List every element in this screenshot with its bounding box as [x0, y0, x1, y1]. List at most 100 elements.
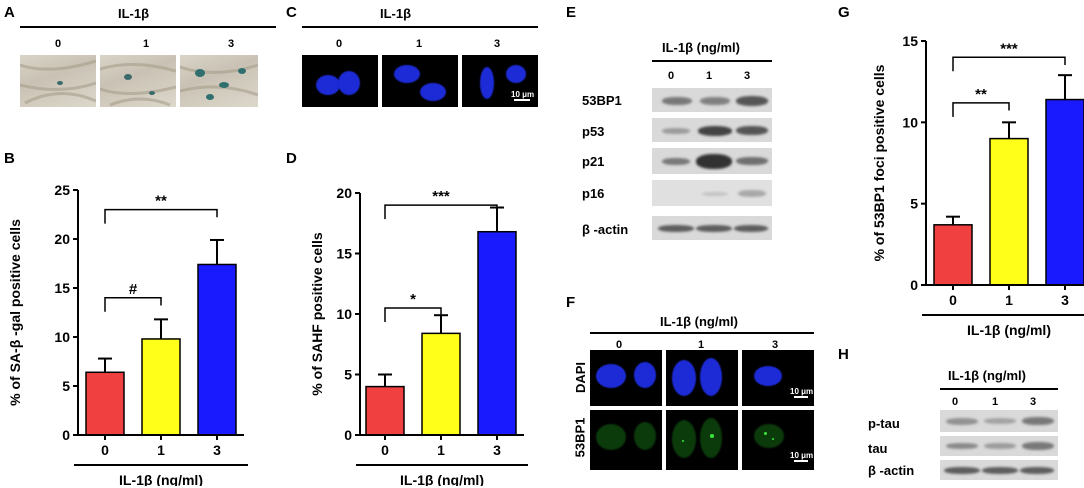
- panel-h-label-0: 0: [952, 396, 959, 408]
- panel-h-label-3: 3: [1030, 396, 1037, 408]
- band: [946, 418, 978, 425]
- y-tick-label: 0: [62, 427, 70, 443]
- focus-dot: [772, 438, 774, 440]
- bar: [197, 263, 237, 436]
- sa-gal-image-3: [180, 55, 258, 107]
- y-tick-label: 15: [902, 33, 918, 49]
- chart-b-sa-gal: 0 5 10 15 20 25 % of SA-β -gal positive cells 0…: [7, 182, 248, 486]
- band: [738, 190, 766, 197]
- blot-actin: [652, 216, 772, 240]
- panel-c-label-0: 0: [336, 38, 343, 50]
- y-tick-label: 5: [910, 196, 918, 212]
- panel-letter-c: C: [286, 4, 297, 21]
- band: [662, 128, 690, 134]
- y-tick-label: 15: [54, 280, 70, 296]
- y-tick-label: 10: [902, 114, 918, 130]
- y-axis-label: % of 53BP1 foci positive cells: [871, 64, 887, 261]
- blot-h-actin: [940, 460, 1058, 480]
- focus-dot: [710, 434, 714, 438]
- x-axis-label: IL-1β (ng/ml): [400, 472, 484, 486]
- panel-h-rule: [940, 388, 1058, 390]
- panel-e-label-0: 0: [668, 70, 675, 82]
- band: [736, 96, 768, 106]
- nucleus: [394, 65, 420, 83]
- panel-a-label-3: 3: [228, 38, 235, 50]
- panel-letter-g: G: [838, 4, 850, 21]
- bar: [477, 230, 517, 436]
- band: [658, 225, 694, 232]
- nucleus: [506, 65, 526, 83]
- scale-bar: [514, 99, 530, 101]
- panel-c-rule: [302, 26, 538, 28]
- nucleus: [754, 424, 784, 448]
- f-53bp1-3: 10 μm: [742, 410, 814, 470]
- significance-label: ***: [1000, 40, 1018, 57]
- panel-f-row-dapi: DAPI: [573, 361, 589, 394]
- blot-label-p16: p16: [582, 186, 605, 201]
- band: [946, 443, 978, 449]
- x-tick-label: 0: [101, 442, 109, 458]
- significance-bracket: [952, 102, 1010, 117]
- blot-tau: [940, 436, 1058, 456]
- scale-label: 10 μm: [511, 90, 535, 99]
- band: [1022, 417, 1054, 425]
- panel-f-label-1: 1: [698, 339, 705, 351]
- x-tick-label: 1: [1005, 292, 1013, 308]
- blot-label-p53: p53: [582, 124, 605, 139]
- f-53bp1-0: [590, 410, 662, 470]
- blot-label-tau: tau: [868, 441, 888, 456]
- blot-53bp1: [652, 88, 772, 112]
- x-tick-label: 1: [157, 442, 165, 458]
- y-tick-label: 15: [336, 246, 352, 262]
- panel-a-title: IL-1β: [118, 6, 150, 21]
- panel-e-rule: [652, 60, 772, 62]
- nucleus: [316, 75, 340, 95]
- y-tick-label: 0: [910, 277, 918, 293]
- nucleus: [672, 360, 696, 396]
- chart-g-53bp1-foci: 0 5 10 15 % of 53BP1 foci positive cells 0 1 3I…: [871, 33, 1084, 338]
- x-tick-label: 0: [381, 442, 389, 458]
- nucleus: [596, 364, 626, 388]
- x-axis-label: IL-1β (ng/ml): [967, 322, 1051, 338]
- nucleus: [754, 366, 782, 386]
- band: [698, 126, 732, 136]
- blot-p21: [652, 148, 772, 174]
- blot-label-h-actin: β -actin: [868, 463, 915, 478]
- band: [700, 97, 730, 105]
- panel-letter-h: H: [838, 346, 849, 363]
- scale-bar: [794, 460, 808, 462]
- panel-c-label-3: 3: [494, 38, 501, 50]
- y-tick-label: 0: [344, 427, 352, 443]
- panel-letter-a: A: [4, 4, 15, 21]
- panel-e-label-1: 1: [706, 70, 713, 82]
- significance-bracket: [952, 56, 1066, 72]
- x-axis-label: IL-1β (ng/ml): [119, 472, 203, 486]
- blot-label-actin: β -actin: [582, 222, 629, 237]
- panel-a-rule: [20, 26, 276, 28]
- significance-bracket: [104, 208, 218, 224]
- panel-letter-b: B: [4, 150, 15, 167]
- y-tick-label: 10: [54, 329, 70, 345]
- focus-dot: [682, 440, 684, 442]
- nucleus: [700, 418, 722, 458]
- bar: [1045, 98, 1084, 286]
- scale-bar: [794, 396, 808, 398]
- band: [702, 192, 728, 196]
- panel-f-label-3: 3: [772, 339, 779, 351]
- sa-gal-texture-1: [100, 62, 176, 107]
- f-dapi-0: [590, 350, 662, 406]
- band: [696, 225, 732, 232]
- bar: [365, 385, 405, 436]
- sahf-image-1: [382, 55, 458, 107]
- significance-label: **: [155, 193, 167, 210]
- bar: [933, 224, 973, 286]
- band: [1020, 467, 1054, 474]
- panel-c-title: IL-1β: [380, 6, 412, 21]
- nucleus: [596, 424, 626, 450]
- nucleus: [480, 67, 494, 99]
- panel-f-title: IL-1β (ng/ml): [660, 314, 738, 329]
- focus-dot: [764, 432, 767, 435]
- y-axis-label: % of SAHF positive cells: [309, 232, 325, 396]
- band: [696, 154, 732, 169]
- x-tick-label: 0: [949, 292, 957, 308]
